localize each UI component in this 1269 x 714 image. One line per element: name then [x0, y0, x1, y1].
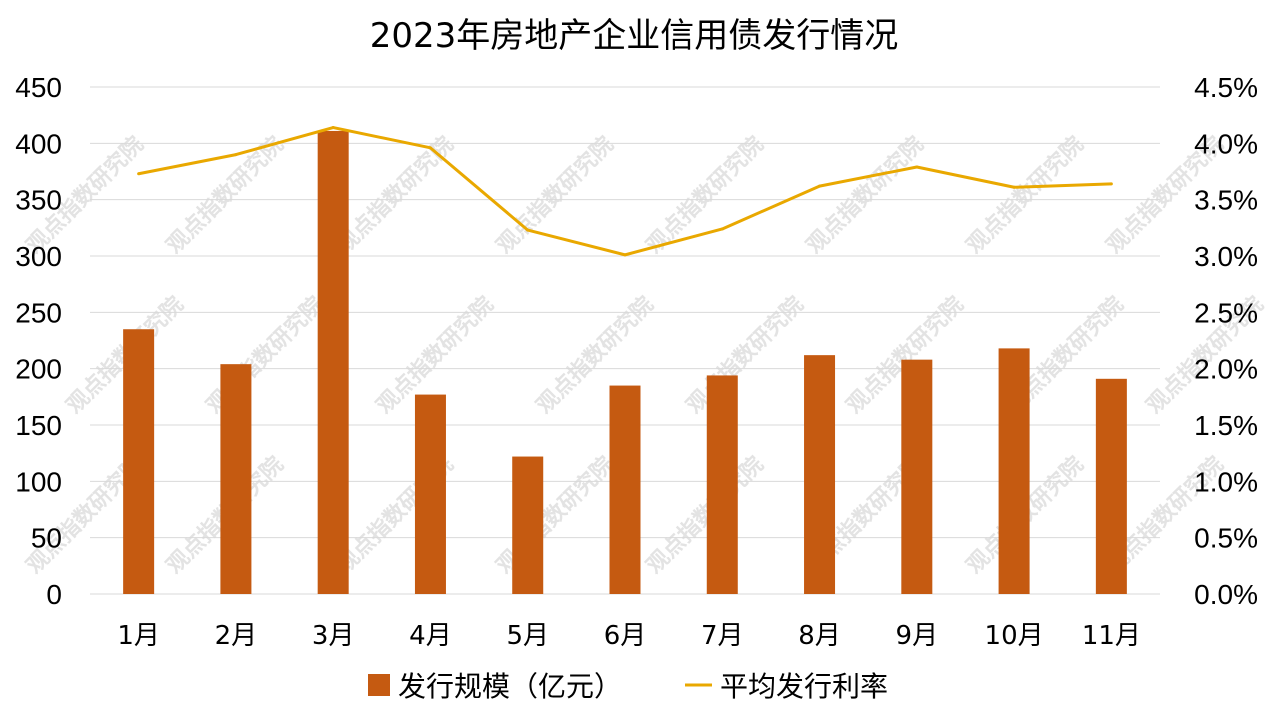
line-point: [526, 228, 530, 232]
right-tick-label: 3.0%: [1194, 241, 1258, 272]
line-point: [720, 227, 724, 231]
right-tick-label: 4.5%: [1194, 72, 1258, 103]
line-point: [331, 126, 335, 130]
left-tick-label: 0: [46, 579, 62, 610]
watermark-text: 观点指数研究院: [161, 131, 288, 258]
left-tick-label: 200: [15, 354, 62, 385]
bar: [609, 385, 641, 594]
line-point: [428, 146, 432, 150]
watermark-layer: 观点指数研究院 观点指数研究院 观点指数研究院 观点指数研究院 观点指数研究院 观点指数研…: [21, 131, 1268, 578]
legend-bar-swatch: [368, 674, 390, 696]
right-tick-label: 1.0%: [1194, 466, 1258, 497]
watermark-text: 观点指数研究院: [641, 131, 768, 258]
bar: [317, 130, 349, 594]
bar: [706, 375, 738, 594]
line-point: [1012, 185, 1016, 189]
watermark-text: 观点指数研究院: [491, 131, 618, 258]
x-tick-label: 9月: [896, 621, 939, 651]
right-tick-label: 1.5%: [1194, 410, 1258, 441]
right-tick-label: 4.0%: [1194, 128, 1258, 159]
x-axis-ticks: 1月 2月 3月 4月 5月 6月 7月 8月 9月 10月 11月: [117, 621, 1141, 651]
left-tick-label: 300: [15, 241, 62, 272]
legend: 发行规模（亿元） 平均发行利率: [368, 670, 888, 703]
bar: [123, 329, 155, 594]
x-tick-label: 8月: [798, 621, 841, 651]
x-tick-label: 6月: [604, 621, 647, 651]
line-point: [1109, 182, 1113, 186]
right-tick-label: 3.5%: [1194, 185, 1258, 216]
left-axis-ticks: 0 50 100 150 200 250 300 350 400 450: [15, 72, 62, 610]
left-tick-label: 450: [15, 72, 62, 103]
line-point: [623, 253, 627, 257]
right-tick-label: 2.0%: [1194, 354, 1258, 385]
x-tick-label: 3月: [312, 621, 355, 651]
x-tick-label: 7月: [701, 621, 744, 651]
bar-series: [123, 130, 1127, 594]
watermark-text: 观点指数研究院: [801, 131, 928, 258]
left-tick-label: 250: [15, 297, 62, 328]
line-point: [915, 165, 919, 169]
bar: [414, 394, 446, 594]
left-tick-label: 350: [15, 185, 62, 216]
watermark-text: 观点指数研究院: [331, 131, 458, 258]
line-series: [137, 126, 1113, 257]
right-tick-label: 0.5%: [1194, 523, 1258, 554]
right-tick-label: 0.0%: [1194, 579, 1258, 610]
bar: [220, 364, 252, 594]
bar: [1095, 378, 1127, 594]
left-tick-label: 100: [15, 466, 62, 497]
right-axis-ticks: 0.0% 0.5% 1.0% 1.5% 2.0% 2.5% 3.0% 3.5% 4.0% 4.5%: [1194, 72, 1258, 610]
right-tick-label: 2.5%: [1194, 297, 1258, 328]
x-tick-label: 2月: [215, 621, 258, 651]
x-tick-label: 11月: [1082, 621, 1141, 651]
bar: [512, 456, 544, 594]
watermark-text: 观点指数研究院: [491, 451, 618, 578]
x-tick-label: 4月: [409, 621, 452, 651]
line-point: [137, 172, 141, 176]
bar: [901, 359, 933, 594]
line-point: [818, 184, 822, 188]
left-tick-label: 50: [31, 523, 62, 554]
chart-title: 2023年房地产企业信用债发行情况: [370, 16, 899, 56]
line-point: [234, 153, 238, 157]
x-tick-label: 10月: [985, 621, 1044, 651]
left-tick-label: 150: [15, 410, 62, 441]
bar: [998, 348, 1030, 594]
x-tick-label: 1月: [117, 621, 160, 651]
legend-bar-label: 发行规模（亿元）: [398, 670, 622, 703]
watermark-text: 观点指数研究院: [641, 451, 768, 578]
x-tick-label: 5月: [506, 621, 549, 651]
watermark-text: 观点指数研究院: [681, 291, 808, 418]
bar: [804, 355, 836, 594]
left-tick-label: 400: [15, 128, 62, 159]
legend-line-label: 平均发行利率: [720, 670, 888, 703]
watermark-text: 观点指数研究院: [961, 131, 1088, 258]
